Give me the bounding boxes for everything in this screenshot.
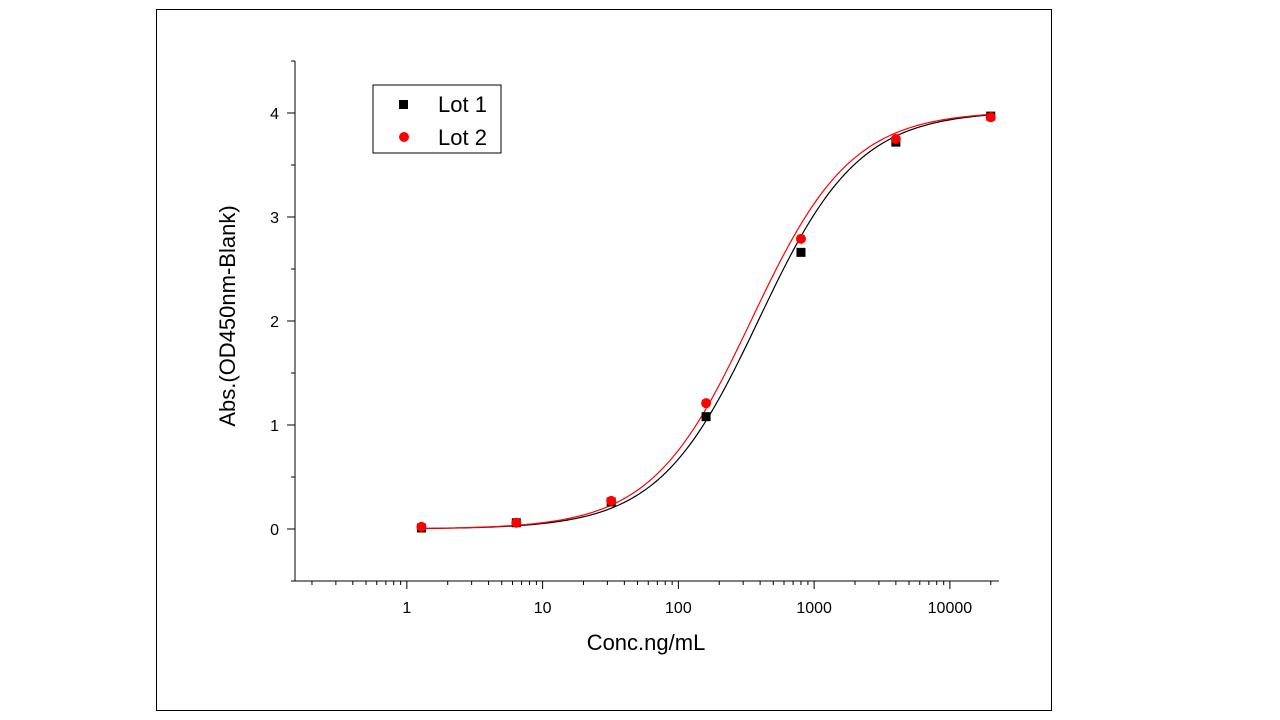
legend-marker-lot-2 — [399, 132, 409, 142]
axes: 0 1 2 3 4 1 10 100 1000 10000 — [270, 60, 999, 617]
fit-curve-lot-1 — [421, 114, 991, 530]
data-point-lot-1 — [701, 412, 711, 422]
y-axis-title: Abs.(OD450nm-Blank) — [215, 205, 240, 426]
y-tick-label: 3 — [270, 210, 279, 227]
legend: Lot 1 Lot 2 — [372, 84, 502, 154]
x-tick-label: 1 — [402, 600, 411, 617]
legend-label-lot-2: Lot 2 — [438, 125, 487, 150]
data-point-lot-2 — [985, 112, 996, 123]
y-tick-label: 0 — [270, 522, 279, 539]
data-point-lot-2 — [606, 495, 617, 506]
data-point-lot-1 — [796, 247, 806, 257]
fit-curve-lot-2 — [421, 113, 991, 530]
x-tick-label: 10 — [534, 600, 552, 617]
x-tick-label: 100 — [665, 600, 692, 617]
legend-box — [372, 84, 502, 154]
data-point-lot-2 — [890, 134, 901, 144]
data-point-lot-2 — [511, 517, 522, 528]
y-tick-label: 4 — [270, 106, 279, 123]
data-point-lot-2 — [795, 233, 806, 244]
data-point-lot-2 — [701, 398, 712, 409]
x-tick-label: 1000 — [796, 600, 832, 617]
y-tick-label: 1 — [270, 418, 279, 435]
y-tick-label: 2 — [270, 314, 279, 331]
x-tick-label: 10000 — [928, 600, 973, 617]
legend-marker-lot-1 — [399, 100, 408, 109]
chart-frame — [156, 9, 1052, 711]
x-axis-title: Conc.ng/mL — [587, 630, 706, 655]
legend-label-lot-1: Lot 1 — [438, 92, 487, 117]
data-point-lot-2 — [416, 521, 427, 532]
fit-curves — [421, 113, 991, 530]
data-points — [416, 111, 996, 533]
